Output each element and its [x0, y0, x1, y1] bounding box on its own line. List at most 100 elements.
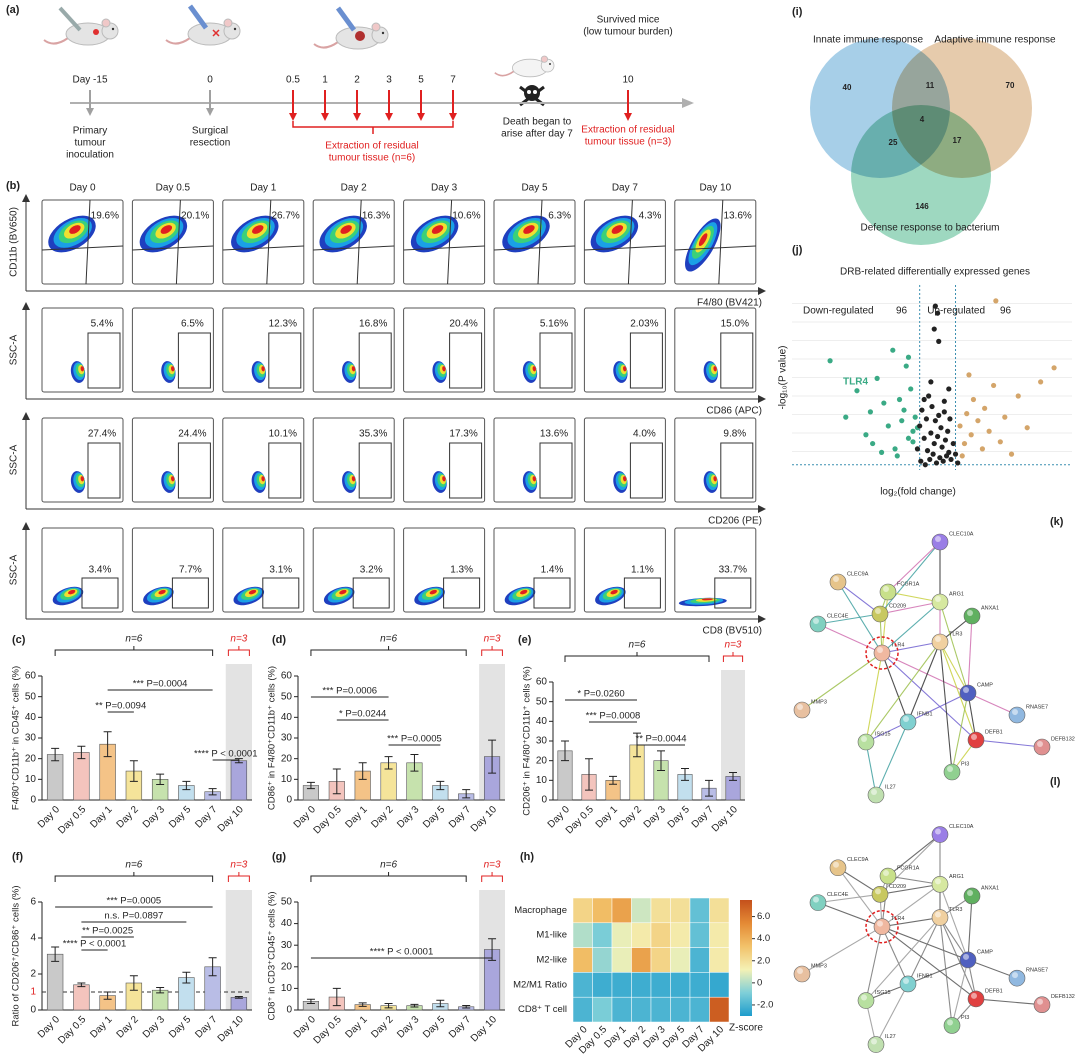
node-shine — [833, 861, 839, 868]
node-shine — [861, 736, 867, 742]
flow-density — [703, 361, 718, 383]
quadrant-gate — [584, 245, 666, 251]
y-tick-label: 20 — [25, 753, 37, 764]
error-bar — [705, 779, 713, 797]
x-tick-label: Day 2 — [115, 804, 142, 831]
skull — [524, 85, 540, 101]
heatmap-cell — [611, 897, 632, 924]
timeline-note: tumour tissue (n=3) — [585, 137, 671, 148]
timeline-marker-head — [321, 113, 329, 121]
point — [979, 446, 986, 452]
network-node — [829, 573, 847, 591]
quadrant-gate — [627, 199, 633, 285]
network-edge — [881, 652, 977, 741]
error-bar — [384, 756, 393, 770]
gate — [262, 577, 300, 609]
flow-day: Day 1 — [250, 183, 277, 194]
density-level — [339, 589, 347, 595]
x-tick-label: Day 3 — [395, 804, 422, 831]
bar — [73, 752, 90, 801]
panel-label: (h) — [520, 851, 534, 863]
error-bar — [103, 991, 112, 1000]
error-bar — [234, 996, 243, 999]
error-bar — [410, 1003, 419, 1008]
flow-density — [48, 215, 96, 253]
group-label: n=3 — [230, 634, 247, 645]
error-bar — [182, 971, 191, 984]
error-bar — [332, 987, 341, 1007]
significance-label: *** P=0.0004 — [133, 679, 188, 690]
chart-title: DRB-related differentially expressed gen… — [840, 267, 1030, 278]
gate — [81, 577, 119, 609]
flow-density — [251, 361, 266, 383]
y-tick-label: 50 — [281, 691, 293, 702]
point — [885, 423, 891, 429]
flow-plot — [493, 307, 576, 393]
significance-label: **** P < 0.0001 — [194, 749, 257, 760]
network-edge — [967, 692, 1018, 716]
point — [993, 298, 999, 304]
network-node — [1033, 996, 1051, 1014]
node-label: IL27 — [885, 784, 896, 790]
x-tick-label: Day 10 — [469, 1014, 499, 1044]
flow-percent: 13.6% — [723, 211, 751, 222]
network-edge — [939, 917, 969, 961]
group-label: n=6 — [380, 634, 397, 645]
point — [910, 439, 916, 445]
flow-day: Day 0 — [69, 183, 96, 194]
error-bar — [410, 754, 419, 772]
flow-plot — [312, 417, 395, 503]
node-shine — [967, 889, 973, 896]
node-label: RNASE7 — [1026, 968, 1048, 974]
flow-plot — [583, 417, 666, 503]
venn-count: 70 — [1006, 81, 1015, 90]
heatmap-cell — [572, 897, 593, 924]
flow-density — [504, 586, 536, 606]
heatmap-cell — [572, 922, 593, 948]
y-tick-label: 0 — [541, 795, 547, 806]
gate — [449, 332, 483, 389]
node-shine — [947, 766, 953, 772]
point — [922, 462, 928, 468]
network-node — [1008, 969, 1026, 987]
y-tick-label: 4 — [30, 933, 36, 944]
network-node — [931, 633, 949, 651]
flow-day: Day 7 — [612, 183, 639, 194]
x-tick-label: Day 5 — [666, 804, 693, 831]
error-bar — [358, 1002, 367, 1007]
node-shine — [963, 687, 969, 693]
density-level — [261, 476, 265, 482]
density-level — [80, 366, 85, 372]
mouse-ear — [540, 55, 549, 63]
timeline-note: resection — [190, 138, 231, 149]
y-tick-label: 0 — [30, 795, 36, 806]
y-tick-label: 10 — [281, 983, 293, 994]
timeline-day: 7 — [450, 75, 456, 86]
timeline-note: tumour — [74, 138, 106, 149]
error-bar — [77, 745, 86, 760]
flow-density — [502, 215, 550, 253]
heatmap-cell — [572, 996, 593, 1023]
point — [879, 449, 885, 455]
mouse-tail — [165, 37, 191, 45]
flow-density — [414, 586, 445, 606]
node-label: RNASE7 — [1026, 704, 1048, 710]
node-label: ARG1 — [949, 874, 964, 880]
node-shine — [903, 716, 909, 722]
point — [939, 444, 945, 450]
point — [964, 411, 970, 417]
group-label: n=3 — [484, 860, 501, 871]
heatmap-cell — [689, 947, 710, 973]
flow-plot — [312, 307, 395, 393]
gate — [449, 442, 483, 499]
y-tick-label: 40 — [25, 712, 37, 723]
node-shine — [833, 576, 839, 582]
heatmap-cell — [709, 996, 730, 1023]
flow-y-arrow — [22, 522, 30, 530]
group-bracket — [564, 652, 710, 662]
x-tick-label: Day 3 — [141, 1014, 168, 1041]
density-level — [351, 366, 356, 372]
node-label: CLEC9A — [847, 571, 869, 577]
significance-label: *** P=0.0006 — [322, 686, 377, 697]
